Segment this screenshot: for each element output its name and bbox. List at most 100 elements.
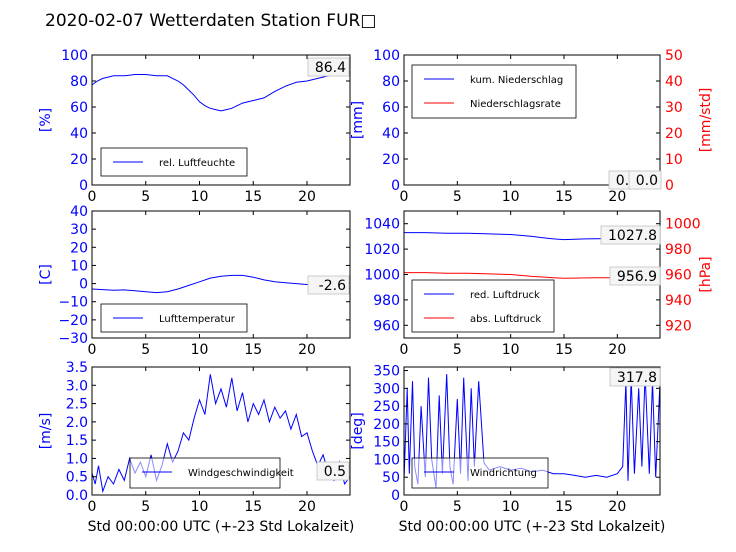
y-tick-label: 40 [382,126,400,142]
x-tick-label: 20 [608,342,626,358]
current-value-text: 0.5 [324,464,346,480]
y-tick-label: −10 [58,295,88,311]
y-axis-label: [%] [38,108,54,132]
y-tick-label: 0 [391,178,400,194]
current-value-text: 86.4 [315,60,346,76]
y-tick-label: 20 [70,152,88,168]
y-tick-label: 100 [373,452,400,468]
y-tick-label: 0 [79,277,88,293]
y-axis-label: [m/s] [38,413,54,450]
y-tick-label: 20 [70,240,88,256]
x-tick-label: 0 [400,342,409,358]
y-axis-label: [deg] [350,412,366,449]
figure-title: 2020-02-07 Wetterdaten Station FUR□ [45,11,376,31]
legend-label: abs. Luftdruck [470,314,541,325]
y-tick-label: 20 [382,152,400,168]
x-tick-label: 10 [191,499,209,515]
panel-pressure: 0 5 10 15 20 960 980 1000 1020 1040 920 940 960 980 10… [364,210,714,358]
legend-frame [129,457,281,489]
x-tick-label: 20 [608,189,626,205]
x-tick-label: 20 [608,499,626,515]
current-value: 956.9 [609,266,661,286]
legend: Windgeschwindigkeit [129,457,294,489]
current-value-text: 0.0 [636,173,658,189]
y-tick-label: 30 [70,222,88,238]
panel-temperature: 0 5 10 15 20 −30 −20 −10 0 10 20 30 40 [C] Lufttempera… [38,204,351,358]
y-axis-label: [mm] [350,101,366,139]
y-tick-label: 300 [373,381,400,397]
y-tick-label: 2.0 [66,415,88,431]
current-value-box [628,170,662,190]
current-value: -2.6 [307,275,350,295]
y-tick-label: 3.5 [66,360,88,376]
legend: kum. Niederschlag Niederschlagsrate [411,64,577,119]
panel-precipitation: 0 5 10 15 20 0 20 40 60 80 100 0 10 20 30 40 50 [mm] [mm/s… [350,48,714,205]
y2-tick-label: 40 [665,74,683,90]
legend-label: Windgeschwindigkeit [188,468,294,479]
y-tick-label: 10 [70,258,88,274]
x-tick-label: 5 [141,342,150,358]
y-tick-label: 2.5 [66,397,88,413]
legend-label: kum. Niederschlag [470,75,563,86]
current-value-box [609,367,661,387]
x-tick-label: 0 [88,189,97,205]
legend: red. Luftdruck abs. Luftdruck [411,279,555,333]
current-value-box [307,57,350,77]
current-value: 0.0 [628,170,662,190]
y2-axis-label: [mm/std] [698,88,714,153]
x-axis-label: Std 00:00:00 UTC (+-23 Std Lokalzeit) [88,519,355,535]
y-tick-label: −20 [58,313,88,329]
panel-wind-speed: 0 5 10 15 20 0.0 0.5 1.0 1.5 2.0 2.5 3.0 3.5 [m/s] Std… [38,360,354,535]
y-tick-label: 40 [70,126,88,142]
y2-tick-label: 920 [665,318,692,334]
y2-tick-label: 20 [665,126,683,142]
y2-tick-label: 0 [665,178,674,194]
x-tick-label: 20 [298,342,316,358]
x-tick-label: 15 [244,499,262,515]
y-tick-label: 1.0 [66,451,88,467]
x-tick-label: 0 [88,499,97,515]
current-value-text: -2.6 [319,278,346,294]
y2-tick-label: 10 [665,152,683,168]
current-value-box [600,225,661,245]
current-value: 317.8 [609,367,661,387]
y-tick-label: 150 [373,435,400,451]
y2-tick-label: 30 [665,100,683,116]
y-tick-label: 60 [70,100,88,116]
y-tick-label: 980 [373,293,400,309]
y-tick-label: 1000 [364,268,400,284]
y-tick-label: 250 [373,399,400,415]
x-tick-label: 15 [244,189,262,205]
y-tick-label: 100 [61,48,88,64]
y2-tick-label: 940 [665,293,692,309]
current-value-text: 956.9 [617,269,657,285]
axes-frame [91,54,351,186]
y-tick-label: 200 [373,417,400,433]
current-value: 0.5 [316,461,350,481]
axes-frame [403,366,661,496]
x-tick-label: 5 [141,189,150,205]
legend-label: Lufttemperatur [159,314,236,325]
x-tick-label: 0 [400,189,409,205]
x-tick-label: 5 [453,189,462,205]
current-value-box [316,461,350,481]
x-tick-label: 10 [191,342,209,358]
y-tick-label: 960 [373,318,400,334]
x-tick-label: 10 [502,189,520,205]
y-tick-label: 1.5 [66,433,88,449]
y-tick-label: 0 [391,488,400,504]
x-tick-label: 10 [502,499,520,515]
x-tick-label: 5 [453,499,462,515]
x-tick-label: 5 [453,342,462,358]
y2-tick-label: 960 [665,268,692,284]
y-tick-label: 50 [382,470,400,486]
y-tick-label: 80 [382,74,400,90]
y-tick-label: 60 [382,100,400,116]
legend-label: red. Luftdruck [470,290,540,301]
y-tick-label: 0.0 [66,488,88,504]
legend: Lufttemperatur [100,303,248,333]
y2-axis-label: [hPa] [698,256,714,292]
current-value: 86.4 [307,57,350,77]
legend-frame [411,279,555,333]
